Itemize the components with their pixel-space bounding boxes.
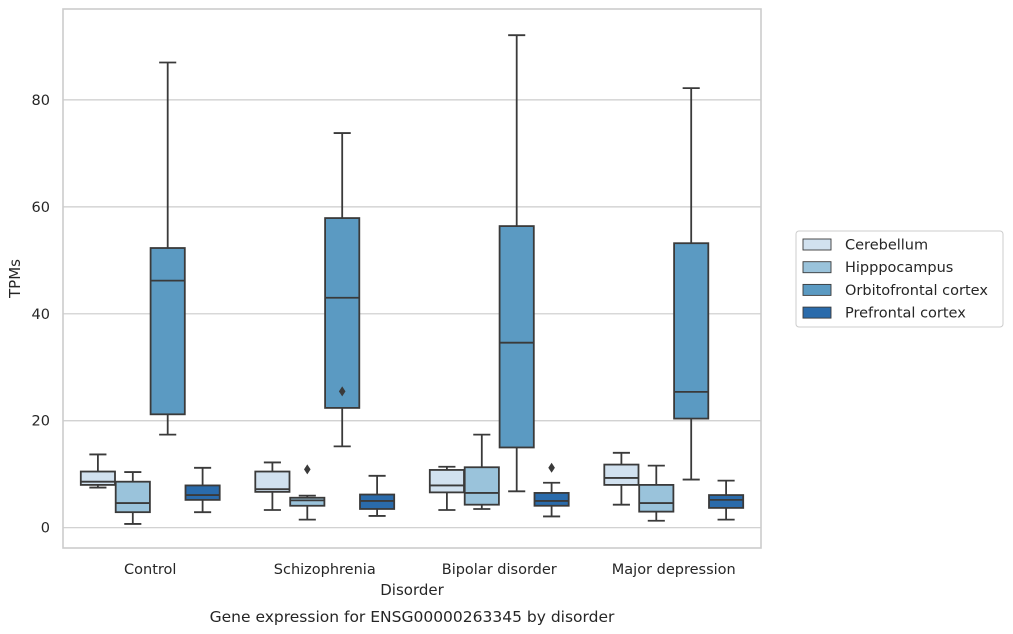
x-axis-label: Disorder <box>380 581 444 599</box>
box-iqr <box>149 247 186 416</box>
x-tick-label: Schizophrenia <box>274 562 376 578</box>
y-tick-label: 60 <box>32 200 50 216</box>
box-iqr <box>428 469 465 494</box>
box-3-2 <box>673 87 710 481</box>
box-2-2 <box>498 34 535 493</box>
box-3-3 <box>708 479 745 521</box>
legend-swatch <box>802 238 832 251</box>
box-iqr <box>708 494 745 509</box>
chart-caption: Gene expression for ENSG00000263345 by d… <box>210 608 615 626</box>
box-iqr <box>638 484 675 513</box>
y-tick-label: 0 <box>41 521 50 537</box>
box-2-3 <box>533 462 570 518</box>
legend-label: Prefrontal cortex <box>845 306 966 322</box>
y-tick-label: 40 <box>32 307 50 323</box>
box-3-1 <box>638 464 675 522</box>
legend-swatch <box>802 283 832 296</box>
x-tick-label: Bipolar disorder <box>442 562 557 578</box>
box-iqr <box>184 484 221 501</box>
box-0-2 <box>149 61 186 436</box>
box-0-0 <box>79 453 116 489</box>
box-1-1 <box>289 464 326 521</box>
box-iqr <box>289 496 326 507</box>
legend: Cerebellum Hipppocampus Orbitofrontal cort… <box>795 230 1004 328</box>
box-iqr <box>533 492 570 507</box>
y-tick-label: 20 <box>32 414 50 430</box>
outlier-marker <box>548 462 555 473</box>
box-1-2 <box>324 132 361 448</box>
box-iqr <box>254 470 291 493</box>
box-iqr <box>673 242 710 420</box>
box-1-3 <box>359 474 396 517</box>
legend-label: Hipppocampus <box>845 260 953 276</box>
box-2-0 <box>428 465 465 511</box>
legend-label: Cerebellum <box>845 238 928 254</box>
box-0-1 <box>114 471 151 525</box>
outlier-marker <box>338 386 346 397</box>
y-tick-label: 80 <box>32 93 50 109</box>
box-iqr <box>603 463 640 486</box>
x-tick-label: Major depression <box>612 562 736 578</box>
boxes-layer <box>79 34 745 525</box>
y-tick-labels: 0 20 40 60 80 <box>32 93 50 537</box>
box-0-3 <box>184 466 221 514</box>
box-iqr <box>114 480 151 514</box>
legend-frame <box>795 230 1004 328</box>
y-axis-label: TPMs <box>6 259 24 299</box>
box-1-0 <box>254 461 291 511</box>
legend-swatch <box>802 306 832 319</box>
plot-frame <box>62 8 762 549</box>
box-2-1 <box>463 433 500 510</box>
x-tick-labels: Control Schizophrenia Bipolar disorder Majo… <box>124 562 736 578</box>
legend-swatch <box>802 261 832 274</box>
box-iqr <box>463 466 500 506</box>
box-iqr <box>79 470 116 486</box>
x-tick-label: Control <box>124 562 176 578</box>
outlier-marker <box>304 464 311 475</box>
box-iqr <box>324 217 361 409</box>
box-iqr <box>498 225 535 449</box>
legend-label: Orbitofrontal cortex <box>845 283 988 299</box>
box-3-0 <box>603 451 640 506</box>
